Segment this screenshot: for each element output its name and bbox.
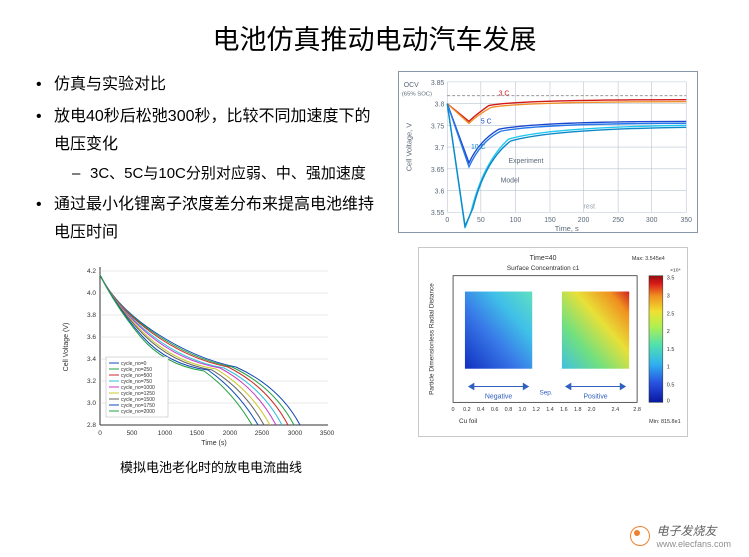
- svg-text:3500: 3500: [320, 430, 335, 437]
- chart1-ylabel: Cell Voltage, V: [405, 123, 414, 172]
- svg-text:0.2: 0.2: [463, 407, 471, 413]
- svg-text:0: 0: [98, 430, 102, 437]
- svg-text:300: 300: [646, 217, 658, 224]
- svg-text:0.6: 0.6: [491, 407, 499, 413]
- chart3-pos-label: Positive: [583, 393, 607, 400]
- chart1-xlabel: Time, s: [555, 224, 579, 232]
- svg-text:3.0: 3.0: [87, 400, 96, 407]
- svg-text:3.6: 3.6: [435, 188, 445, 195]
- svg-text:2.5: 2.5: [667, 311, 675, 317]
- svg-text:3.5: 3.5: [667, 276, 675, 282]
- chart3-ylabel: Particle Dimensionless Radial Distance: [428, 283, 435, 395]
- svg-text:3.6: 3.6: [87, 334, 96, 341]
- chart-voltage-relaxation: 3.85 3.8 3.75 3.7 3.65 3.6 3.55 0 50 100…: [398, 71, 698, 233]
- svg-text:4.0: 4.0: [87, 290, 96, 297]
- chart3-title: Time=40: [530, 255, 557, 262]
- svg-text:3.65: 3.65: [431, 167, 445, 174]
- chart1-5c-label: 5 C: [481, 118, 492, 125]
- chart1-3c-label: 3 C: [499, 91, 510, 98]
- svg-text:0: 0: [452, 407, 455, 413]
- page-title: 电池仿真推动电动汽车发展: [0, 0, 749, 71]
- svg-text:350: 350: [681, 217, 693, 224]
- svg-text:1.4: 1.4: [546, 407, 554, 413]
- watermark-text1: 电子发烧友: [656, 522, 731, 539]
- svg-text:3.75: 3.75: [431, 123, 445, 130]
- chart1-10c-label: 10 C: [471, 144, 486, 151]
- chart1-exp-label: Experiment: [508, 158, 543, 165]
- svg-text:×10⁴: ×10⁴: [670, 268, 681, 274]
- watermark: 电子发烧友 www.elecfans.com: [630, 522, 731, 549]
- chart1-ocv-label: OCV: [404, 82, 419, 89]
- svg-text:2.8: 2.8: [87, 422, 96, 429]
- chart1-soc-label: (65% SOC): [402, 92, 432, 98]
- svg-text:1.8: 1.8: [574, 407, 582, 413]
- svg-text:2.0: 2.0: [588, 407, 596, 413]
- bullet-2-text: 放电40秒后松弛300秒，比较不同加速度下的电压变化: [54, 108, 371, 153]
- svg-text:3.4: 3.4: [87, 356, 96, 363]
- chart-aging-caption: 模拟电池老化时的放电电流曲线: [46, 457, 376, 476]
- chart3-neg-label: Negative: [485, 393, 512, 400]
- bullet-3: 通过最小化锂离子浓度差分布来提高电池维持电压时间: [36, 191, 376, 247]
- svg-text:0: 0: [445, 217, 449, 224]
- svg-text:50: 50: [477, 217, 485, 224]
- figure-column: 3.85 3.8 3.75 3.7 3.65 3.6 3.55 0 50 100…: [376, 71, 719, 476]
- svg-text:2000: 2000: [223, 430, 238, 437]
- chart3-xlabel: Cu foil: [459, 418, 477, 425]
- text-column: 仿真与实验对比 放电40秒后松弛300秒，比较不同加速度下的电压变化 3C、5C…: [36, 71, 376, 476]
- chart3-subtitle: Surface Concentration c1: [507, 265, 580, 272]
- svg-text:1.6: 1.6: [560, 407, 568, 413]
- svg-text:1000: 1000: [158, 430, 173, 437]
- svg-text:0: 0: [667, 398, 670, 404]
- svg-text:2500: 2500: [255, 430, 270, 437]
- svg-text:1500: 1500: [190, 430, 205, 437]
- chart-concentration-heatmap: Time=40 Surface Concentration c1 Max: 3.…: [418, 247, 688, 437]
- svg-text:1.0: 1.0: [519, 407, 527, 413]
- svg-text:200: 200: [578, 217, 590, 224]
- chart3-sep-label: Sep.: [539, 389, 552, 396]
- svg-text:3.2: 3.2: [87, 378, 96, 385]
- chart1-mdl-label: Model: [501, 178, 520, 185]
- svg-text:0.8: 0.8: [505, 407, 513, 413]
- legend-cycle-2000: cycle_no=2000: [121, 409, 155, 415]
- svg-text:500: 500: [127, 430, 138, 437]
- svg-text:3.8: 3.8: [435, 102, 445, 109]
- chart2-ylabel: Cell Voltage (V): [63, 323, 70, 372]
- bullet-1: 仿真与实验对比: [36, 71, 376, 99]
- svg-text:2.8: 2.8: [633, 407, 641, 413]
- chart2-xlabel: Time (s): [201, 440, 226, 447]
- content-area: 仿真与实验对比 放电40秒后松弛300秒，比较不同加速度下的电压变化 3C、5C…: [0, 71, 749, 476]
- watermark-text2: www.elecfans.com: [656, 539, 731, 549]
- bullet-2-sub: 3C、5C与10C分别对应弱、中、强加速度: [54, 161, 376, 187]
- svg-text:3.55: 3.55: [431, 210, 445, 217]
- svg-text:1: 1: [667, 365, 670, 371]
- chart1-rest-label: rest: [584, 203, 596, 210]
- svg-text:1.2: 1.2: [532, 407, 540, 413]
- svg-text:0.5: 0.5: [667, 383, 675, 389]
- elecfans-logo-icon: [630, 526, 650, 546]
- svg-text:2: 2: [667, 329, 670, 335]
- chart3-cbar-bottom: Min: 815.8e1: [649, 419, 680, 425]
- svg-text:3.8: 3.8: [87, 312, 96, 319]
- svg-text:3000: 3000: [288, 430, 303, 437]
- bullet-2: 放电40秒后松弛300秒，比较不同加速度下的电压变化 3C、5C与10C分别对应…: [36, 103, 376, 187]
- svg-text:3: 3: [667, 293, 670, 299]
- svg-text:4.2: 4.2: [87, 268, 96, 275]
- chart-aging-discharge: 2.8 3.0 3.2 3.4 3.6 3.8 4.0 4.2: [56, 257, 336, 447]
- svg-text:3.85: 3.85: [431, 80, 445, 87]
- chart3-cbar-top: Max: 3.545e4: [632, 256, 665, 262]
- svg-text:3.7: 3.7: [435, 145, 445, 152]
- svg-text:100: 100: [510, 217, 522, 224]
- svg-text:1.5: 1.5: [667, 347, 675, 353]
- svg-text:2.4: 2.4: [612, 407, 620, 413]
- svg-text:0.4: 0.4: [477, 407, 485, 413]
- svg-text:250: 250: [612, 217, 624, 224]
